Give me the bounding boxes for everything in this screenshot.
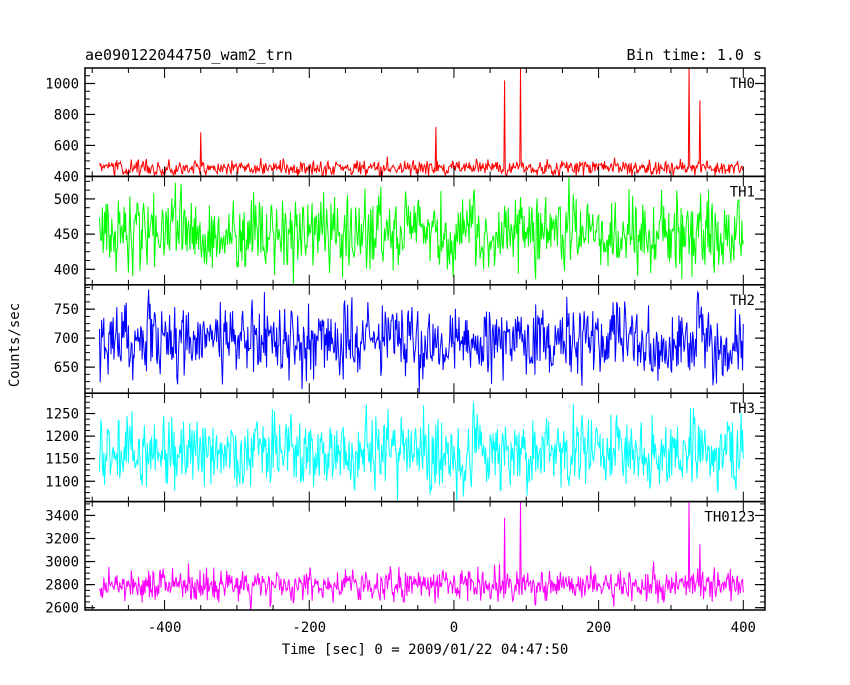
bin-time-label: Bin time: 1.0 s xyxy=(627,46,762,64)
y-tick-label: 800 xyxy=(54,107,79,123)
series-line-TH2 xyxy=(98,289,744,393)
panel-label-TH3: TH3 xyxy=(730,401,755,417)
series-line-TH1 xyxy=(98,176,744,285)
y-tick-label: 650 xyxy=(54,360,79,376)
y-tick-label: 750 xyxy=(54,302,79,318)
y-tick-label: 3400 xyxy=(45,508,79,524)
y-tick-label: 1000 xyxy=(45,76,79,92)
x-tick-label: -400 xyxy=(148,620,182,636)
x-tick-label: -200 xyxy=(292,620,326,636)
panel-label-TH0: TH0 xyxy=(730,76,755,92)
series-line-TH3 xyxy=(98,402,744,502)
y-tick-label: 700 xyxy=(54,331,79,347)
x-axis-label: Time [sec] 0 = 2009/01/22 04:47:50 xyxy=(282,642,569,658)
x-tick-label: 200 xyxy=(586,620,611,636)
y-tick-label: 1250 xyxy=(45,407,79,423)
chart-title: ae090122044750_wam2_trn xyxy=(85,46,293,64)
panel-label-TH2: TH2 xyxy=(730,293,755,309)
series-line-TH0123 xyxy=(99,501,744,611)
panels-group: 400 600 800 1000 TH0 400 450 500 TH1 650 700 750 TH2… xyxy=(45,67,766,636)
series-line-TH0 xyxy=(99,68,744,177)
y-tick-label: 400 xyxy=(54,262,79,278)
x-tick-label: 0 xyxy=(450,620,458,636)
panel-label-TH0123: TH0123 xyxy=(704,510,755,526)
y-tick-label: 3000 xyxy=(45,555,79,571)
y-tick-label: 2800 xyxy=(45,578,79,594)
panel-label-TH1: TH1 xyxy=(730,184,755,200)
y-tick-label: 500 xyxy=(54,192,79,208)
y-axis-label: Counts/sec xyxy=(7,303,23,387)
y-tick-label: 3200 xyxy=(45,532,79,548)
y-tick-label: 600 xyxy=(54,138,79,154)
y-tick-label: 1100 xyxy=(45,474,79,490)
y-tick-label: 1150 xyxy=(45,452,79,468)
y-tick-label: 400 xyxy=(54,169,79,185)
panel-frame-TH0 xyxy=(84,67,766,178)
y-tick-label: 1200 xyxy=(45,429,79,445)
x-tick-label: 400 xyxy=(731,620,756,636)
y-tick-label: 2600 xyxy=(45,601,79,617)
y-tick-label: 450 xyxy=(54,227,79,243)
